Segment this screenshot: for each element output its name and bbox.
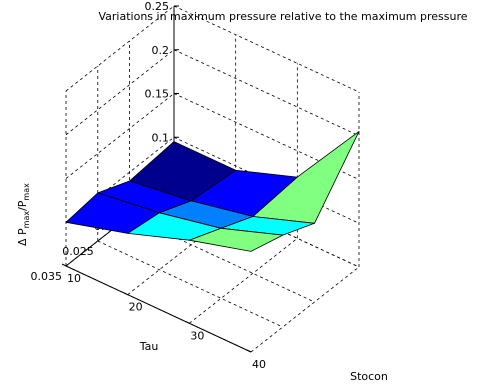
x-axis-line xyxy=(65,265,252,353)
floor-grid-line xyxy=(129,215,315,303)
z-tick-label: 0.2 xyxy=(152,44,170,57)
floor-grid-line xyxy=(189,238,298,324)
side-wall-grid-line xyxy=(65,136,175,223)
x-tick-mark xyxy=(61,263,67,267)
x-tick-mark xyxy=(123,292,128,296)
back-wall-grid-line xyxy=(173,5,360,93)
side-wall-grid-line xyxy=(65,93,175,179)
x-axis-label: Stocon xyxy=(350,370,388,383)
z-label-sub2: max xyxy=(22,183,31,201)
floor-grid-line xyxy=(250,266,360,353)
z-tick-label: 0.1 xyxy=(152,131,170,144)
z-tick-label: 0.15 xyxy=(145,88,170,101)
z-label-sub1: max xyxy=(22,211,31,229)
x-tick-mark xyxy=(185,320,190,324)
y-tick-label: 0.025 xyxy=(62,245,94,258)
side-wall-grid-line xyxy=(65,49,175,136)
surface-patch xyxy=(188,227,284,252)
back-wall-grid-line xyxy=(173,49,360,137)
z-axis-label: Δ Pmax/Pmax xyxy=(16,183,31,246)
x-tick-label: 10 xyxy=(67,272,81,285)
floor-grid-line xyxy=(97,240,283,328)
x-tick-label: 30 xyxy=(190,329,204,342)
z-tick-label: 0.25 xyxy=(145,0,170,13)
side-wall-grid-line xyxy=(65,5,175,92)
x-tick-label: 20 xyxy=(129,301,143,314)
surface-mesh xyxy=(65,130,360,252)
x-tick-mark xyxy=(246,349,252,353)
chart-title: Variations in maximum pressure relative … xyxy=(99,10,468,23)
y-tick-label: 0.035 xyxy=(31,270,63,283)
y-axis-label: Tau xyxy=(139,340,159,353)
z-label-base: Δ P xyxy=(16,228,29,246)
z-label-mid: /P xyxy=(16,200,29,211)
x-tick-label: 40 xyxy=(252,358,266,371)
